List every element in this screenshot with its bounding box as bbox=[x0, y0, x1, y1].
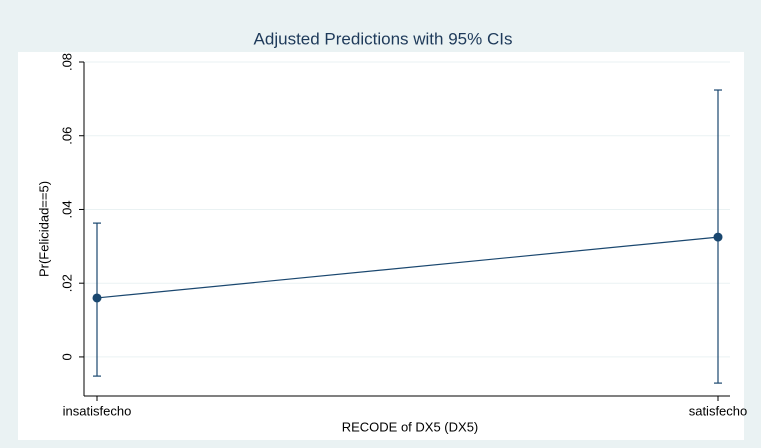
point bbox=[713, 232, 723, 242]
y-tick-label: .06 bbox=[59, 127, 74, 145]
x-tick-label: insatisfecho bbox=[63, 403, 132, 418]
chart-title: Adjusted Predictions with 95% CIs bbox=[254, 29, 513, 48]
x-tick-label: satisfecho bbox=[689, 403, 748, 418]
series-line bbox=[96, 236, 719, 299]
y-tick-label: .04 bbox=[59, 200, 74, 218]
y-axis-label: Pr(Felicidad==5) bbox=[36, 181, 51, 277]
point bbox=[92, 293, 102, 303]
y-tick-label: .08 bbox=[59, 53, 74, 71]
x-axis-label: RECODE of DX5 (DX5) bbox=[342, 419, 479, 434]
y-tick-label: 0 bbox=[59, 353, 74, 360]
y-tick-label: .02 bbox=[59, 274, 74, 292]
plot-region bbox=[18, 52, 744, 440]
